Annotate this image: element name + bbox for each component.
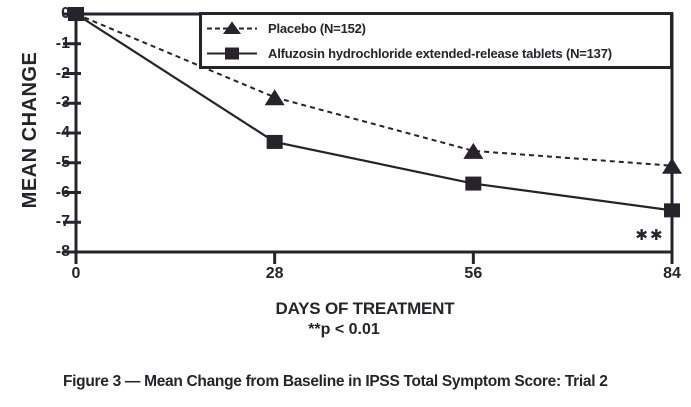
y-tick-label: -7 (55, 213, 70, 231)
y-tick-label: -8 (55, 243, 70, 260)
legend-square-icon (225, 47, 239, 60)
legend-label: Placebo (N=152) (268, 20, 366, 36)
y-tick-label: -6 (55, 183, 70, 201)
legend-row-square: Alfuzosin hydrochloride extended-release… (206, 41, 666, 66)
y-tick-label: 0 (61, 5, 70, 22)
legend-triangle-icon (223, 21, 241, 34)
x-tick-label: 0 (71, 265, 81, 282)
alfuzosin-square-marker (664, 203, 680, 218)
alfuzosin-square-marker (68, 7, 84, 21)
placebo-triangle-marker (264, 89, 285, 106)
legend-box: Placebo (N=152) Alfuzosin hydrochloride e… (199, 12, 673, 69)
alfuzosin-square-marker (266, 134, 283, 149)
y-axis-title: MEAN CHANGE (19, 51, 41, 209)
significance-marker: ✱✱ (635, 226, 665, 244)
x-axis-title: DAYS OF TREATMENT (275, 299, 455, 318)
x-tick-label: 56 (464, 265, 483, 282)
figure-caption: Figure 3 — Mean Change from Baseline in … (63, 373, 608, 390)
p-value-note: **p < 0.01 (308, 321, 380, 338)
series-line-square (75, 13, 673, 212)
y-tick-label: -5 (55, 153, 70, 171)
dashed-line-triangle-icon (207, 21, 257, 34)
y-tick-label: -1 (55, 34, 70, 52)
y-tick-label: -2 (55, 64, 70, 82)
legend-label: Alfuzosin hydrochloride extended-release… (268, 45, 612, 61)
placebo-triangle-marker (662, 157, 682, 174)
y-tick-label: -4 (55, 124, 70, 141)
legend-row-triangle: Placebo (N=152) (206, 16, 666, 41)
legend-rows: Placebo (N=152) Alfuzosin hydrochloride e… (206, 16, 666, 66)
alfuzosin-square-marker (465, 176, 482, 191)
series-line-triangle (75, 13, 673, 167)
x-tick-label: 28 (265, 265, 284, 282)
solid-line-square-icon (207, 47, 257, 60)
x-tick-label: 84 (663, 265, 681, 282)
y-tick-label: -3 (55, 94, 70, 112)
placebo-triangle-marker (463, 142, 484, 159)
